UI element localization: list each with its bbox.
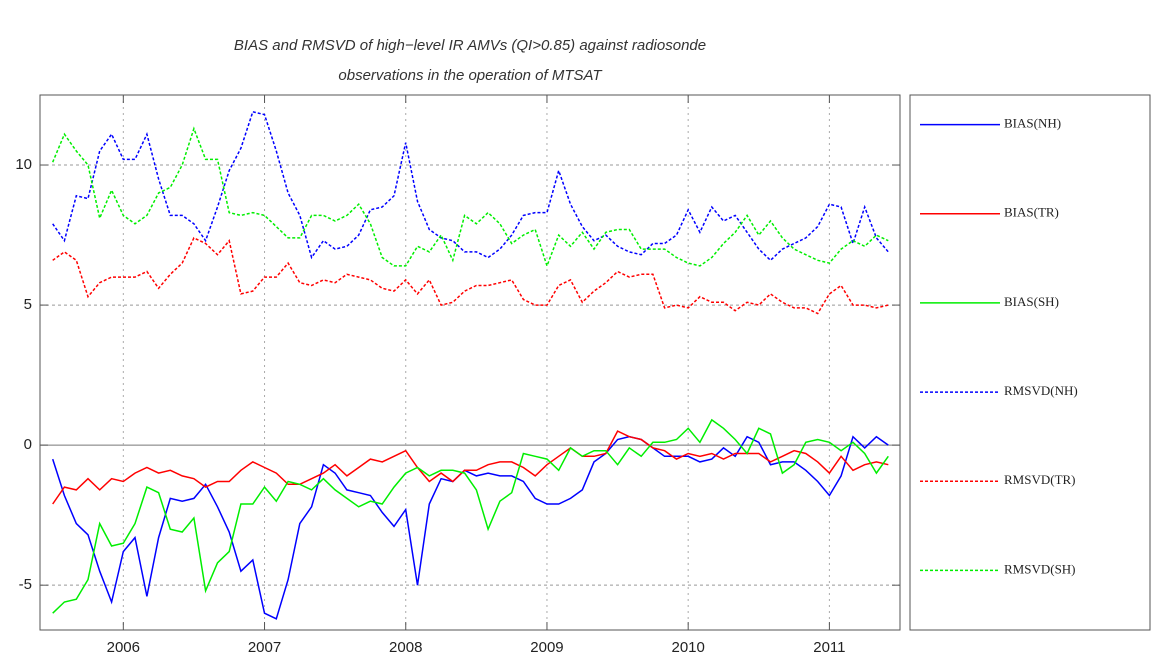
y-tick-label: 5 <box>24 296 32 313</box>
chart-title: BIAS and RMSVD of high−level IR AMVs (QI… <box>234 37 706 54</box>
legend-label: BIAS(TR) <box>1004 205 1059 220</box>
plot-frame <box>39 94 901 631</box>
x-tick-label: 2008 <box>389 639 422 656</box>
x-tick-label: 2007 <box>248 639 281 656</box>
chart-title: observations in the operation of MTSAT <box>338 67 603 84</box>
series-line <box>51 435 889 620</box>
legend-label: RMSVD(TR) <box>1004 472 1076 487</box>
x-tick-label: 2006 <box>107 639 140 656</box>
y-tick-label: 0 <box>24 436 32 453</box>
legend-label: RMSVD(SH) <box>1004 561 1076 576</box>
series-line <box>52 418 889 614</box>
series-line <box>52 110 889 262</box>
y-tick-label: 10 <box>15 156 32 173</box>
series-line <box>52 236 889 315</box>
series-line <box>52 126 889 269</box>
x-tick-label: 2009 <box>530 639 563 656</box>
y-tick-label: -5 <box>19 576 32 593</box>
x-tick-label: 2011 <box>813 639 845 656</box>
series-line <box>52 430 889 505</box>
legend-label: RMSVD(NH) <box>1004 383 1078 398</box>
legend-label: BIAS(NH) <box>1004 116 1061 131</box>
legend-frame <box>909 94 1151 631</box>
legend-label: BIAS(SH) <box>1004 294 1059 309</box>
x-tick-label: 2010 <box>671 639 704 656</box>
